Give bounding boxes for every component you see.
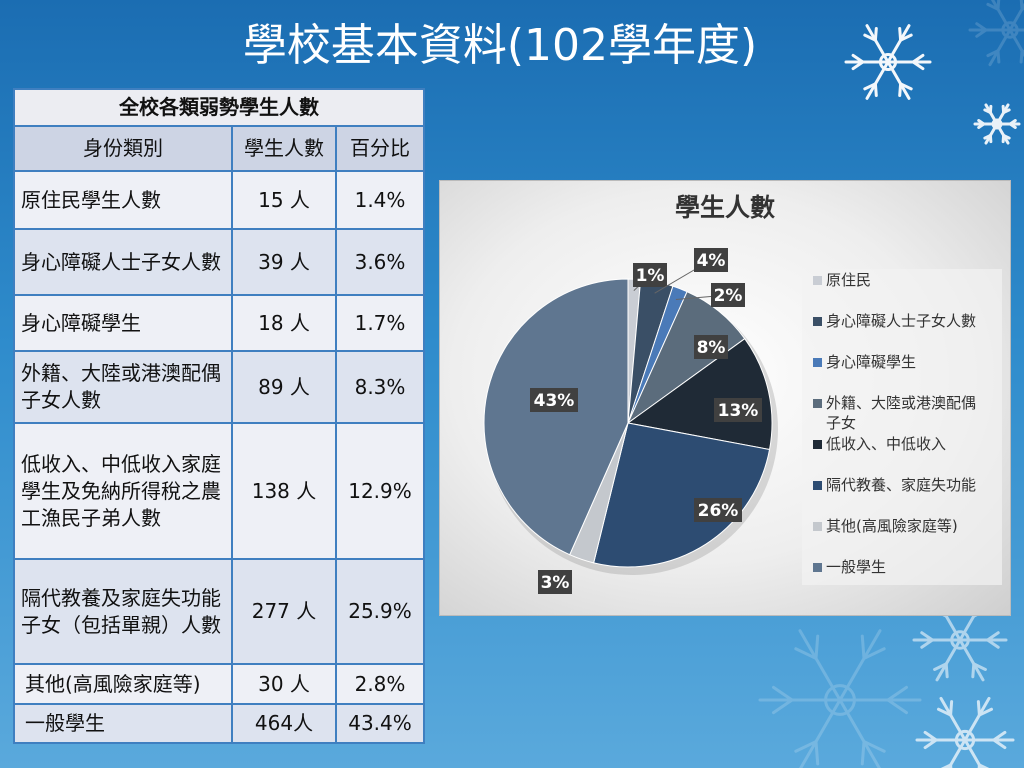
legend-swatch [813, 399, 822, 408]
legend-swatch [813, 563, 822, 572]
data-label: 8% [697, 338, 726, 358]
table-row: 其他(高風險家庭等) 30 人 2.8% [13, 663, 426, 705]
pie-slice [593, 422, 771, 568]
snowflake-icon [973, 103, 1021, 145]
pie-slice [483, 278, 629, 556]
column-header-category: 身份類別 [13, 125, 233, 172]
row-count: 18 人 [231, 294, 337, 352]
legend-label: 隔代教養、家庭失功能 [826, 476, 976, 494]
row-category: 低收入、中低收入家庭學生及免納所得稅之農工漁民子弟人數 [13, 422, 233, 560]
row-percent: 1.4% [334, 170, 426, 230]
pie-chart-panel: 學生人數 1% 4% 2% 8% 13% 26% 3% 43% 原住民身心障礙人士子女人數 身心障礙… [439, 180, 1011, 616]
legend-label: 一般學生 [826, 558, 886, 576]
snowflake-icon [915, 696, 1015, 768]
row-percent: 3.6% [334, 228, 426, 296]
page-title: 學校基本資料(102學年度) [242, 20, 758, 71]
row-category: 身心障礙學生 [13, 294, 233, 352]
row-percent: 43.4% [334, 703, 426, 744]
row-percent: 12.9% [334, 422, 426, 560]
row-percent: 25.9% [334, 558, 426, 665]
row-category: 一般學生 [13, 703, 233, 744]
data-label-box [694, 248, 728, 272]
row-count: 30 人 [231, 663, 337, 705]
chart-title: 學生人數 [675, 193, 775, 222]
snowflake-icon [844, 24, 932, 100]
data-label-box [714, 398, 762, 422]
row-count: 464人 [231, 703, 337, 744]
row-category: 外籍、大陸或港澳配偶子女人數 [13, 350, 233, 424]
legend-label: 低收入、中低收入 [826, 435, 946, 453]
row-count: 89 人 [231, 350, 337, 424]
table-header: 全校各類弱勢學生人數 [12, 88, 426, 127]
legend-label: 其他(高風險家庭等) [826, 517, 958, 535]
table-row: 一般學生 464人 43.4% [13, 703, 426, 744]
snowflake-icon [758, 629, 922, 768]
table-row: 低收入、中低收入家庭學生及免納所得稅之農工漁民子弟人數 138 人 12.9% [13, 422, 426, 560]
row-percent: 2.8% [334, 663, 426, 705]
column-header-row: 身份類別 學生人數 百分比 [13, 125, 426, 172]
legend-swatch [813, 522, 822, 531]
legend-swatch [813, 358, 822, 367]
data-label-box [633, 263, 667, 287]
legend-label: 身心障礙學生 [826, 353, 916, 371]
table-row: 隔代教養及家庭失功能子女（包括單親）人數 277 人 25.9% [13, 558, 426, 665]
row-category: 其他(高風險家庭等) [13, 663, 233, 705]
data-label: 4% [697, 251, 726, 271]
data-label-box [538, 570, 572, 594]
legend-label-continued: 子女 [826, 414, 856, 432]
row-percent: 1.7% [334, 294, 426, 352]
data-label: 43% [534, 391, 575, 411]
legend-swatch [813, 317, 822, 326]
legend-swatch [813, 481, 822, 490]
data-label: 13% [718, 401, 759, 421]
data-label-box [694, 498, 742, 522]
row-category: 身心障礙人士子女人數 [13, 228, 233, 296]
data-label: 26% [698, 501, 739, 521]
row-category: 原住民學生人數 [13, 170, 233, 230]
data-label-box [530, 388, 578, 412]
table-header-row: 全校各類弱勢學生人數 [12, 88, 426, 127]
pie-chart: 學生人數 1% 4% 2% 8% 13% 26% 3% 43% 原住民身心障礙人士子女人數身心障礙… [483, 193, 1002, 594]
column-header-count: 學生人數 [231, 125, 337, 172]
data-label: 2% [714, 286, 743, 306]
row-count: 15 人 [231, 170, 337, 230]
legend-swatch [813, 440, 822, 449]
table-row: 身心障礙人士子女人數 39 人 3.6% [13, 228, 426, 296]
chart-legend: 原住民身心障礙人士子女人數身心障礙學生外籍、大陸或港澳配偶子女低收入、中低收入隔… [802, 269, 1002, 585]
row-count: 138 人 [231, 422, 337, 560]
row-count: 277 人 [231, 558, 337, 665]
legend-label: 外籍、大陸或港澳配偶 [826, 394, 976, 412]
legend-label: 原住民 [826, 271, 871, 289]
vulnerable-students-table: 全校各類弱勢學生人數 身份類別 學生人數 百分比 原住民學生人數 15 人 1.… [12, 88, 426, 744]
data-label-box [711, 283, 745, 307]
table-row: 外籍、大陸或港澳配偶子女人數 89 人 8.3% [13, 350, 426, 424]
row-count: 39 人 [231, 228, 337, 296]
table-row: 原住民學生人數 15 人 1.4% [13, 170, 426, 230]
row-category: 隔代教養及家庭失功能子女（包括單親）人數 [13, 558, 233, 665]
data-label-box [694, 335, 728, 359]
legend-label: 身心障礙人士子女人數 [826, 312, 976, 330]
row-percent: 8.3% [334, 350, 426, 424]
data-label: 1% [636, 266, 665, 286]
legend-swatch [813, 276, 822, 285]
data-label: 3% [541, 573, 570, 593]
column-header-percent: 百分比 [334, 125, 426, 172]
table-row: 身心障礙學生 18 人 1.7% [13, 294, 426, 352]
